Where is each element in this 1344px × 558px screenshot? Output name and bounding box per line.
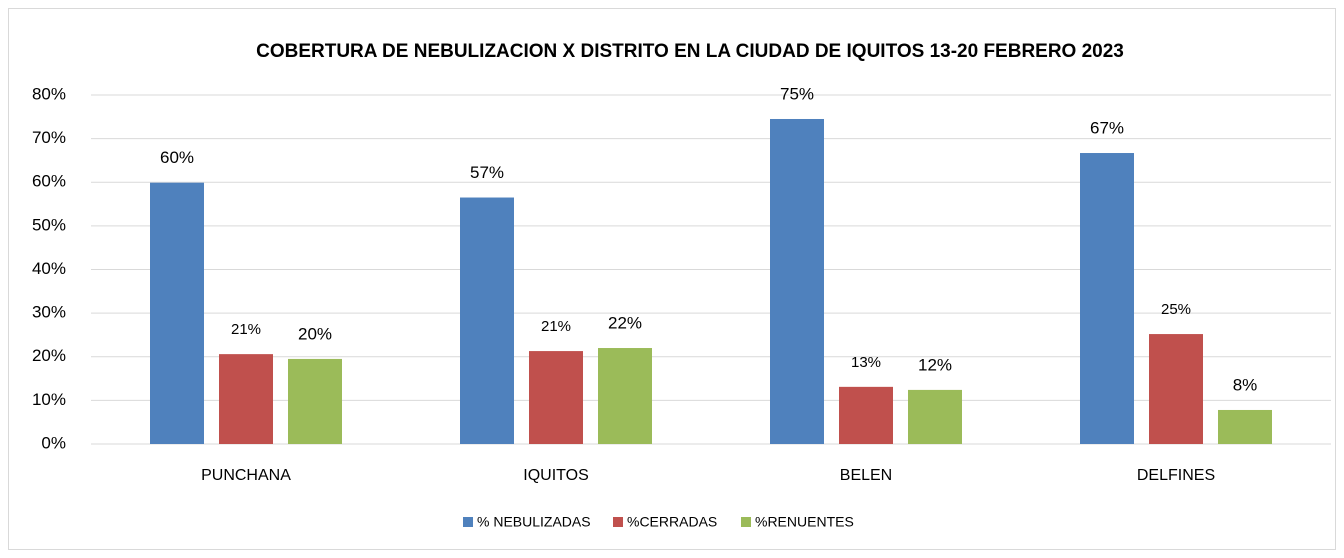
data-label: 21%: [541, 318, 571, 335]
y-tick-label: 10%: [32, 390, 66, 409]
data-label: 57%: [470, 163, 504, 182]
data-label: 12%: [918, 355, 952, 374]
bar: [288, 358, 342, 444]
data-label: 25%: [1161, 301, 1191, 318]
legend-label: % NEBULIZADAS: [477, 514, 591, 530]
bar: [598, 348, 652, 444]
bar: [460, 197, 514, 444]
y-tick-label: 0%: [41, 433, 66, 452]
chart-title: COBERTURA DE NEBULIZACION X DISTRITO EN …: [256, 41, 1124, 62]
x-tick-label: IQUITOS: [523, 467, 589, 484]
bar: [529, 351, 583, 444]
data-label: 75%: [780, 84, 814, 103]
legend-swatch: [613, 517, 623, 527]
bar: [150, 182, 204, 444]
y-tick-label: 60%: [32, 172, 66, 191]
y-tick-label: 70%: [32, 128, 66, 147]
y-tick-label: 80%: [32, 84, 66, 103]
x-tick-label: BELEN: [840, 467, 892, 484]
bar: [1218, 409, 1272, 444]
y-tick-label: 50%: [32, 215, 66, 234]
bar: [1080, 153, 1134, 445]
data-label: 21%: [231, 321, 261, 338]
bar: [908, 389, 962, 444]
y-tick-label: 40%: [32, 259, 66, 278]
data-label: 67%: [1090, 119, 1124, 138]
y-tick-label: 30%: [32, 303, 66, 322]
bar: [839, 386, 893, 444]
data-label: 22%: [608, 314, 642, 333]
data-label: 20%: [298, 324, 332, 343]
data-label: 60%: [160, 148, 194, 167]
legend-label: %RENUENTES: [755, 514, 854, 530]
x-tick-label: PUNCHANA: [201, 467, 291, 484]
legend-swatch: [463, 517, 473, 527]
bar: [219, 354, 273, 444]
legend-label: %CERRADAS: [627, 514, 717, 530]
legend-swatch: [741, 517, 751, 527]
bar: [1149, 334, 1203, 444]
x-tick-label: DELFINES: [1137, 467, 1215, 484]
y-tick-label: 20%: [32, 346, 66, 365]
data-label: 8%: [1233, 375, 1258, 394]
data-label: 13%: [851, 354, 881, 371]
bar: [770, 118, 824, 445]
